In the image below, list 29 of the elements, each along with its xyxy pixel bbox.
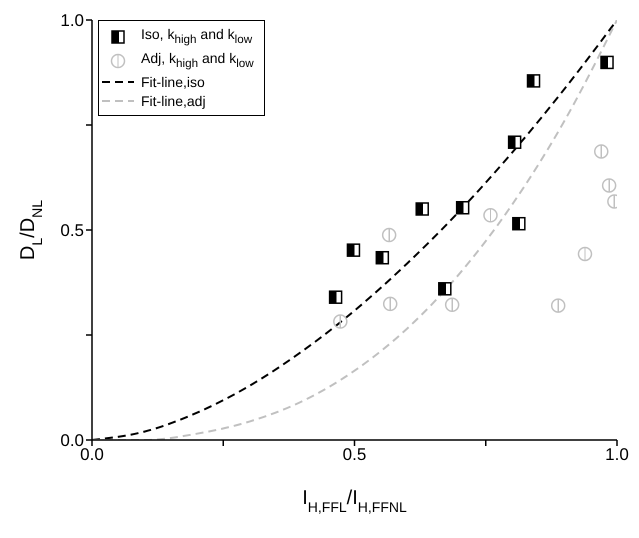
- legend-label: Fit-line,iso: [141, 72, 205, 92]
- legend-label: Fit-line,adj: [141, 92, 206, 111]
- point: [602, 178, 616, 193]
- legend-label: Adj, k$_{high}$ and k$_{low}$: [141, 48, 254, 72]
- point: [376, 250, 390, 264]
- point: [382, 296, 398, 312]
- x-axis-title: I$_{H,FFL}$/I$_{H,FFNL}$: [302, 487, 408, 515]
- point: [526, 74, 540, 88]
- point: [550, 298, 566, 313]
- point: [600, 56, 614, 70]
- y-tick-label: 1.0: [60, 11, 84, 30]
- x-tick-label: 0.0: [80, 445, 104, 464]
- point: [328, 290, 342, 304]
- point: [483, 208, 498, 223]
- point: [508, 135, 522, 149]
- point: [512, 216, 526, 230]
- point: [578, 246, 592, 262]
- point: [438, 282, 452, 296]
- point: [594, 144, 608, 159]
- point: [346, 243, 360, 257]
- x-tick-label: 1.0: [605, 445, 629, 464]
- x-tick-label: 0.5: [342, 445, 366, 464]
- point: [333, 314, 348, 329]
- point: [444, 298, 460, 312]
- point: [382, 228, 396, 242]
- point: [415, 202, 429, 216]
- y-tick-label: 0.5: [60, 221, 84, 240]
- point: [456, 200, 470, 214]
- legend-label: Iso, k$_{high}$ and k$_{low}$: [141, 25, 252, 48]
